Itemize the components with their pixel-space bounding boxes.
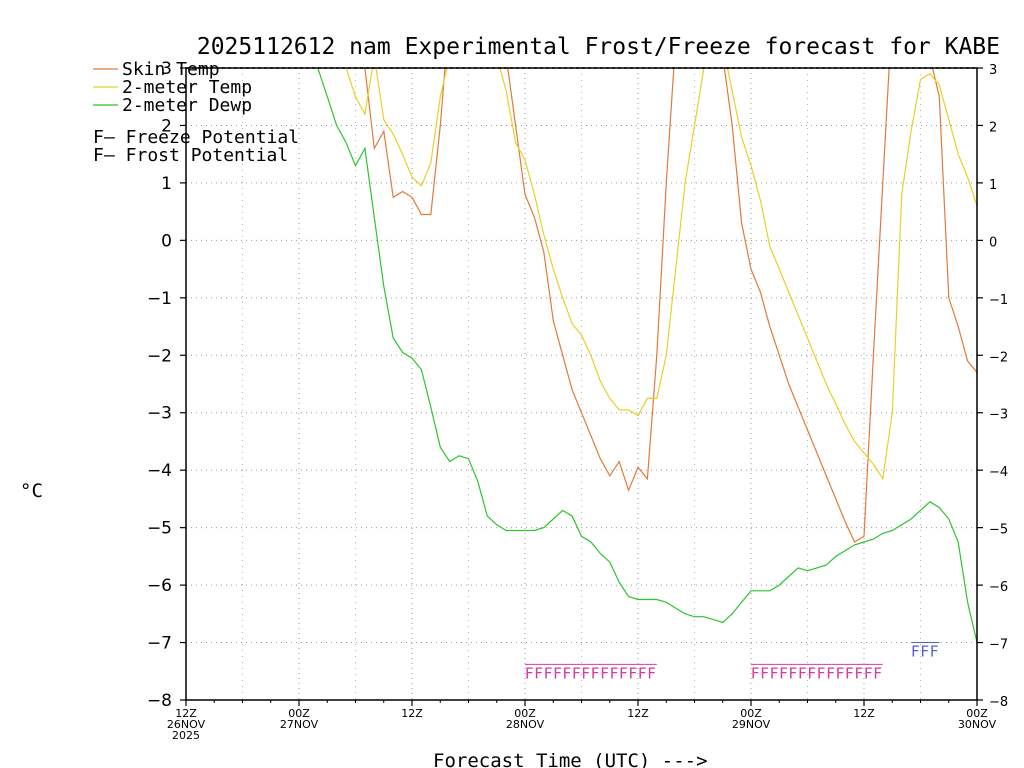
frost-potential-mark: F <box>911 643 920 661</box>
y-tick-label-left: 0 <box>161 231 172 251</box>
x-tick-label: 12Z <box>175 707 197 720</box>
freeze-potential-mark: F <box>572 664 581 682</box>
freeze-potential-mark: F <box>591 664 600 682</box>
legend-marker-label: – Frost Potential <box>104 145 288 166</box>
freeze-potential-mark: F <box>779 664 788 682</box>
freeze-potential-mark: F <box>525 664 534 682</box>
axes: 3 3 2 2 1 1 0 0 −1 −1 −2 −2 −3 −3 −4 −4 −5 −5 −6 −6 −7 −7 −8 −8… <box>147 59 1008 742</box>
freeze-potential-mark: F <box>826 664 835 682</box>
freeze-potential-mark: F <box>864 664 873 682</box>
x-tick-label: 12Z <box>853 707 875 720</box>
plot-area <box>317 68 977 643</box>
y-tick-label-right: −4 <box>989 465 1008 480</box>
freeze-potential-mark: F <box>789 664 798 682</box>
y-tick-label-right: −7 <box>989 638 1008 653</box>
x-tick-label: 27NOV <box>280 718 319 731</box>
y-tick-label-right: 1 <box>989 178 997 193</box>
legend-label: Skin Temp <box>122 59 220 80</box>
y-tick-label-right: −1 <box>989 293 1008 308</box>
y-tick-label-right: 0 <box>989 235 997 250</box>
freeze-potential-mark: F <box>751 664 760 682</box>
y-tick-label-left: −7 <box>147 634 172 654</box>
freeze-potential-mark: F <box>619 664 628 682</box>
x-tick-label: 26NOV <box>167 718 206 731</box>
freeze-potential-mark: F <box>563 664 572 682</box>
plot-frame <box>185 67 978 701</box>
freeze-potential-mark: F <box>836 664 845 682</box>
freeze-potential-mark: F <box>808 664 817 682</box>
freeze-potential-mark: F <box>647 664 656 682</box>
potential-markers: F F F F F F F F F F F F F F F F F F F F F F F F F F F FF F F <box>525 642 940 682</box>
y-tick-label-left: −5 <box>147 519 172 539</box>
legend-marker: F <box>93 127 104 148</box>
x-tick-label: 29NOV <box>732 718 771 731</box>
freeze-potential-mark: F <box>817 664 826 682</box>
freeze-potential-mark: F <box>770 664 779 682</box>
freeze-potential-mark: F <box>638 664 647 682</box>
chart-title: 2025112612 nam Experimental Frost/Freeze… <box>197 34 1000 60</box>
y-tick-label-left: 2 <box>161 116 172 136</box>
freeze-potential-mark: F <box>629 664 638 682</box>
legend-label: 2-meter Dewp <box>122 95 252 116</box>
legend-marker: F <box>93 145 104 166</box>
frost-potential-mark: F <box>930 643 939 661</box>
y-tick-label-right: 2 <box>989 120 997 135</box>
freeze-potential-mark: F <box>855 664 864 682</box>
y-tick-label-left: −3 <box>147 404 172 424</box>
y-tick-label-left: −8 <box>147 691 172 711</box>
grid-lines <box>185 67 978 701</box>
x-tick-label: 00Z <box>514 707 536 720</box>
freeze-potential-mark: F <box>544 664 553 682</box>
y-tick-label-left: 3 <box>161 59 172 79</box>
y-tick-label-right: −2 <box>989 350 1008 365</box>
freeze-potential-mark: F <box>610 664 619 682</box>
frost-potential-mark: F <box>921 643 930 661</box>
y-tick-label-left: −1 <box>147 289 172 309</box>
y-tick-label-left: −4 <box>147 461 172 481</box>
y-tick-label-right: −5 <box>989 523 1008 538</box>
freeze-potential-mark: F <box>798 664 807 682</box>
y-axis-label: °C <box>20 480 43 502</box>
y-tick-label-right: 3 <box>989 63 997 78</box>
freeze-potential-mark: F <box>600 664 609 682</box>
y-tick-label-left: 1 <box>161 174 172 194</box>
freeze-potential-mark: F <box>553 664 562 682</box>
series-line-2-meter-dewp <box>317 68 977 643</box>
x-tick-label: 28NOV <box>506 718 545 731</box>
x-tick-label: 00Z <box>288 707 310 720</box>
freeze-potential-mark: F <box>582 664 591 682</box>
y-tick-label-left: −6 <box>147 576 172 596</box>
freeze-potential-mark: F <box>534 664 543 682</box>
x-tick-label: 12Z <box>627 707 649 720</box>
freeze-potential-mark: F <box>760 664 769 682</box>
y-tick-label-right: −8 <box>989 695 1008 710</box>
x-tick-label: 2025 <box>172 729 200 742</box>
series-line-2-meter-temp <box>345 68 977 481</box>
y-tick-label-right: −3 <box>989 408 1008 423</box>
y-tick-label-right: −6 <box>989 580 1008 595</box>
x-tick-label: 00Z <box>966 707 988 720</box>
x-tick-label: 00Z <box>740 707 762 720</box>
legend-marker-label: – Freeze Potential <box>104 127 299 148</box>
freeze-potential-mark: F <box>873 664 882 682</box>
legend-label: 2-meter Temp <box>122 77 252 98</box>
freeze-potential-mark: F <box>845 664 854 682</box>
series-line-skin-temp <box>364 68 977 543</box>
x-tick-label: 12Z <box>401 707 423 720</box>
y-tick-label-left: −2 <box>147 346 172 366</box>
x-tick-label: 30NOV <box>958 718 997 731</box>
x-axis-label: Forecast Time (UTC) ---> <box>433 750 708 768</box>
